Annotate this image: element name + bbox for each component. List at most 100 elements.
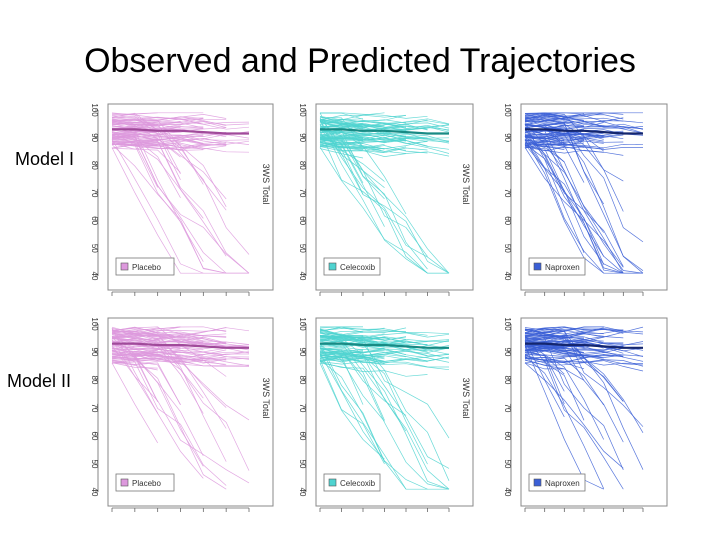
legend-swatch — [120, 262, 129, 271]
trajectory-line — [319, 119, 450, 274]
trajectory-line — [524, 113, 644, 271]
trajectory-line — [524, 123, 644, 274]
trajectory-line — [524, 350, 604, 359]
trajectory-line — [319, 131, 407, 215]
y-tick-label: 100 — [90, 103, 99, 117]
trajectory-lines — [111, 112, 250, 274]
trajectory-line — [111, 112, 158, 115]
trajectory-line — [111, 326, 181, 334]
x-axis — [319, 507, 450, 512]
trajectory-line — [319, 351, 450, 362]
trajectory-line — [319, 137, 450, 144]
y-tick-label: 70 — [90, 404, 99, 413]
legend-label: Placebo — [132, 479, 161, 488]
trajectory-line — [319, 133, 450, 146]
trajectory-line — [111, 119, 181, 130]
trajectory-line — [111, 335, 204, 344]
legend-swatch — [533, 478, 542, 487]
trajectory-line — [111, 133, 227, 200]
slide-title: Observed and Predicted Trajectories — [84, 42, 636, 80]
legend: Naproxen — [528, 473, 586, 492]
trajectory-line — [524, 114, 565, 121]
y-tick-label: 100 — [503, 317, 512, 331]
y-tick-label: 100 — [503, 103, 512, 117]
trajectory-line — [319, 119, 449, 274]
trajectory-line — [524, 146, 565, 152]
y-axis-label: 3WS Total — [461, 164, 471, 205]
y-tick-label: 90 — [90, 133, 99, 142]
legend-box — [528, 473, 586, 492]
trajectory-line — [319, 349, 450, 469]
trajectory-line — [111, 143, 204, 150]
y-tick-label: 40 — [298, 272, 307, 281]
legend-swatch — [328, 262, 337, 271]
trajectory-line — [524, 114, 624, 123]
trajectory-line — [319, 335, 450, 481]
trajectory-line — [319, 137, 407, 142]
trajectory-line — [111, 337, 204, 350]
legend-label: Placebo — [132, 263, 161, 272]
trajectory-line — [111, 353, 250, 366]
trajectory-line — [111, 147, 204, 274]
trajectory-line — [524, 330, 585, 340]
trajectory-line — [524, 139, 624, 274]
legend-label: Naproxen — [545, 479, 580, 488]
trajectory-line — [319, 331, 364, 338]
y-tick-label: 40 — [503, 272, 512, 281]
mean-trajectory-line — [320, 128, 449, 135]
trajectory-line — [524, 121, 585, 128]
y-tick-label: 70 — [298, 189, 307, 198]
trajectory-line — [524, 132, 585, 139]
trajectory-line — [111, 142, 181, 173]
trajectory-line — [524, 339, 604, 344]
trajectory-line — [319, 337, 450, 490]
trajectory-line — [111, 362, 181, 405]
legend-swatch — [328, 478, 337, 487]
y-tick-label: 40 — [90, 488, 99, 497]
trajectory-line — [111, 338, 158, 344]
trajectory-line — [524, 354, 585, 358]
y-tick-label: 70 — [90, 189, 99, 198]
trajectory-line — [319, 127, 407, 138]
legend: Celecoxib — [323, 257, 381, 276]
trajectory-line — [112, 119, 204, 185]
trajectory-line — [524, 140, 565, 147]
trajectory-line — [111, 332, 250, 421]
y-tick-label: 60 — [90, 432, 99, 441]
trajectory-line — [319, 359, 385, 463]
trajectory-line — [111, 115, 181, 180]
trajectory-line — [111, 350, 158, 356]
mean-trajectory-line — [320, 342, 449, 349]
trajectory-line — [111, 362, 159, 444]
y-tick-label: 50 — [503, 244, 512, 253]
trajectory-line — [524, 144, 604, 274]
mean-trajectory-line — [112, 128, 249, 135]
trajectory-line — [319, 343, 407, 490]
trajectory-line — [111, 337, 158, 344]
trajectory-line — [319, 139, 407, 152]
trajectory-line — [319, 133, 364, 195]
y-tick-label: 40 — [298, 488, 307, 497]
y-tick-label: 70 — [298, 404, 307, 413]
trajectory-line — [319, 135, 385, 142]
trajectory-line — [524, 344, 604, 490]
y-tick-label: 80 — [503, 161, 512, 170]
trajectory-line — [111, 118, 227, 207]
x-axis — [111, 507, 250, 512]
y-tick-label: 40 — [503, 488, 512, 497]
trajectory-line — [111, 120, 181, 128]
row-label-model-2: Model II — [7, 371, 72, 391]
trajectory-line — [319, 337, 407, 345]
y-tick-label: 50 — [90, 244, 99, 253]
trajectory-line — [524, 332, 604, 339]
y-tick-label: 50 — [298, 244, 307, 253]
y-tick-label: 80 — [298, 376, 307, 385]
trajectory-line — [319, 116, 450, 132]
chart-panel-2: 40 50 60 70 80 90 100 3WS Total Celecoxib — [298, 103, 474, 296]
trajectory-line — [319, 115, 364, 121]
trajectory-line — [319, 135, 428, 257]
trajectory-line — [524, 334, 565, 340]
trajectory-line — [111, 135, 204, 145]
y-tick-label: 60 — [503, 216, 512, 225]
trajectory-line — [524, 332, 644, 358]
